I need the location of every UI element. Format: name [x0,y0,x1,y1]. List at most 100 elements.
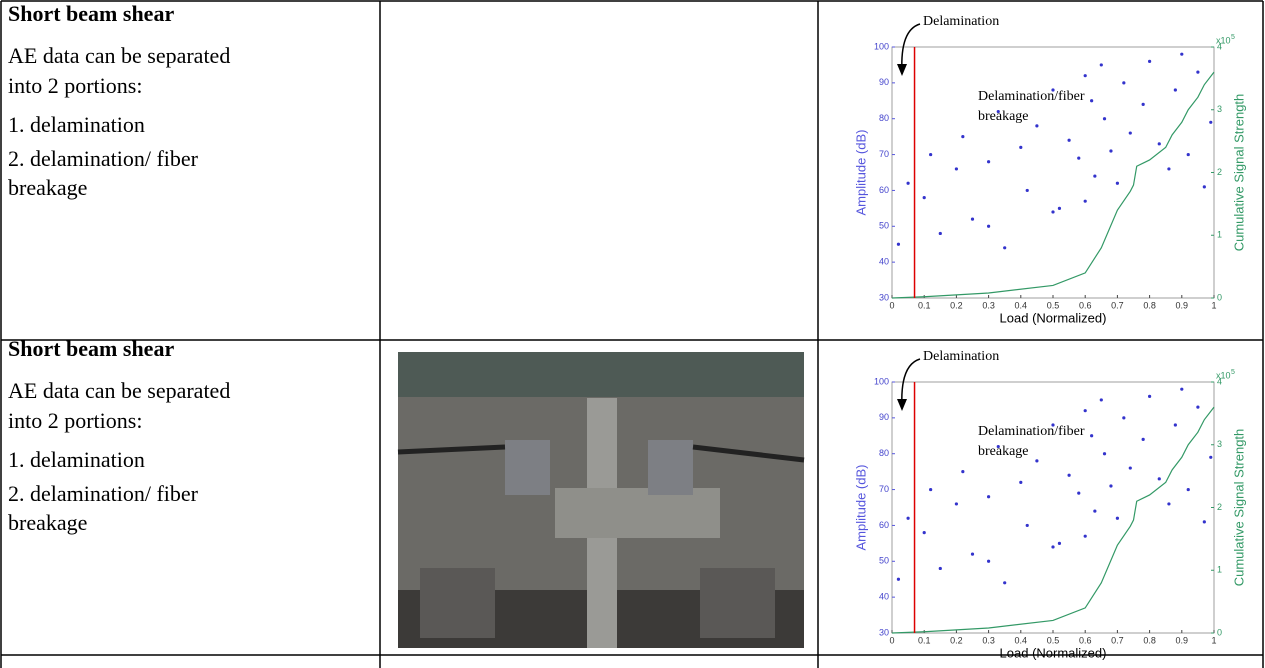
cell-text: 2. delamination/ fiber [8,481,199,506]
scatter-point [1141,437,1145,441]
scatter-point [1057,206,1062,210]
y-axis-label: Amplitude (dB) [853,130,868,216]
y-tick-label: 80 [879,113,889,123]
x-tick-label: 0.2 [950,300,963,310]
x-tick-label: 0.3 [982,635,995,645]
plot-area [891,381,1215,634]
y2-tick-label: 0 [1217,627,1222,637]
scatter-point [1035,459,1039,463]
x-tick-label: 0.8 [1143,300,1156,310]
cell-text: breakage [8,510,87,535]
scatter-point [1025,523,1029,528]
y-tick-label: 40 [879,592,889,602]
x-tick-label: 0.9 [1176,635,1189,645]
cell-text: breakage [8,175,87,200]
scatter-point [938,566,942,571]
scatter-point [1093,509,1097,513]
x-tick-label: 0.1 [918,300,931,310]
x-tick-label: 0.8 [1143,635,1156,645]
scatter-point [1148,59,1152,63]
y2-tick-label: 2 [1217,167,1222,177]
scatter-point [1051,88,1055,92]
scatter-point [1173,88,1177,92]
y-tick-label: 90 [879,412,889,422]
scatter-point [1148,394,1152,398]
scatter-point [987,224,991,228]
scatter-point [896,242,901,246]
scatter-point [996,109,1000,114]
y2-multiplier: x10 [1216,370,1231,380]
y-tick-label: 50 [879,221,889,231]
scatter-point [1122,81,1126,85]
photo-support [420,568,495,638]
scatter-point [1157,142,1161,146]
scatter-point [1196,70,1200,74]
scatter-point [1186,152,1190,157]
scatter-point [1115,516,1119,520]
scatter-point [1019,480,1023,484]
annotation-arrowhead [897,399,907,411]
scatter-point [1186,487,1190,492]
annotation: Delamination/fiber [978,89,1085,104]
y2-axis-label: Cumulative Signal Strength [1231,94,1246,252]
scatter-point [1093,174,1097,178]
cell-text: 2. delamination/ fiber [8,146,199,171]
scatter-point [961,135,965,139]
scatter-point [987,559,991,563]
scatter-point [906,516,910,520]
y2-tick-label: 0 [1217,292,1222,302]
scatter-point [1003,246,1007,250]
x-axis-label: Load (Normalized) [1000,645,1107,660]
x-tick-label: 0 [889,635,894,645]
x-tick-label: 0.2 [950,635,963,645]
x-tick-label: 0.7 [1111,635,1124,645]
y-tick-label: 50 [879,556,889,566]
scatter-point [954,167,959,171]
x-tick-label: 0.5 [1047,635,1060,645]
y2-tick-label: 4 [1217,376,1222,386]
y2-tick-label: 4 [1217,41,1222,51]
x-tick-label: 0.4 [1015,635,1028,645]
scatter-point [961,470,965,474]
scatter-point [1019,145,1023,149]
scatter-point [1025,188,1029,193]
scatter-point [1209,120,1213,124]
scatter-point [1083,74,1087,78]
cell-text: 1. delamination [8,447,145,472]
y2-tick-label: 3 [1217,439,1222,449]
y-tick-label: 90 [879,77,889,87]
photo-cable [692,444,805,463]
scatter-point [906,181,910,185]
x-tick-label: 0.1 [918,635,931,645]
annotation: breakage [978,109,1029,124]
scatter-point [1051,423,1055,427]
scatter-point [1102,117,1107,121]
scatter-point [922,196,926,200]
x-tick-label: 0.6 [1079,300,1092,310]
scatter-point [1180,52,1184,56]
x-tick-label: 1 [1211,635,1216,645]
scatter-point [1077,491,1081,495]
y-tick-label: 70 [879,484,889,494]
cell-text: 1. delamination [8,112,145,137]
scatter-point [1122,416,1126,420]
photo-cable [397,444,506,455]
scatter-point [1077,156,1081,160]
y2-tick-label: 3 [1217,104,1222,114]
y-tick-label: 60 [879,520,889,530]
photo-specimen-flange [555,488,720,538]
x-tick-label: 0.7 [1111,300,1124,310]
cell-text: into 2 portions: [8,73,142,98]
plot-area [891,46,1215,299]
x-tick-label: 0.3 [982,300,995,310]
x-tick-label: 0 [889,300,894,310]
x-tick-label: 0.6 [1079,635,1092,645]
photo-sensor [505,440,550,495]
scatter-point [1196,405,1200,409]
annotation: Delamination [923,349,999,364]
y2-axis-label: Cumulative Signal Strength [1231,429,1246,587]
scatter-point [1115,181,1119,185]
scatter-point [1067,473,1071,477]
